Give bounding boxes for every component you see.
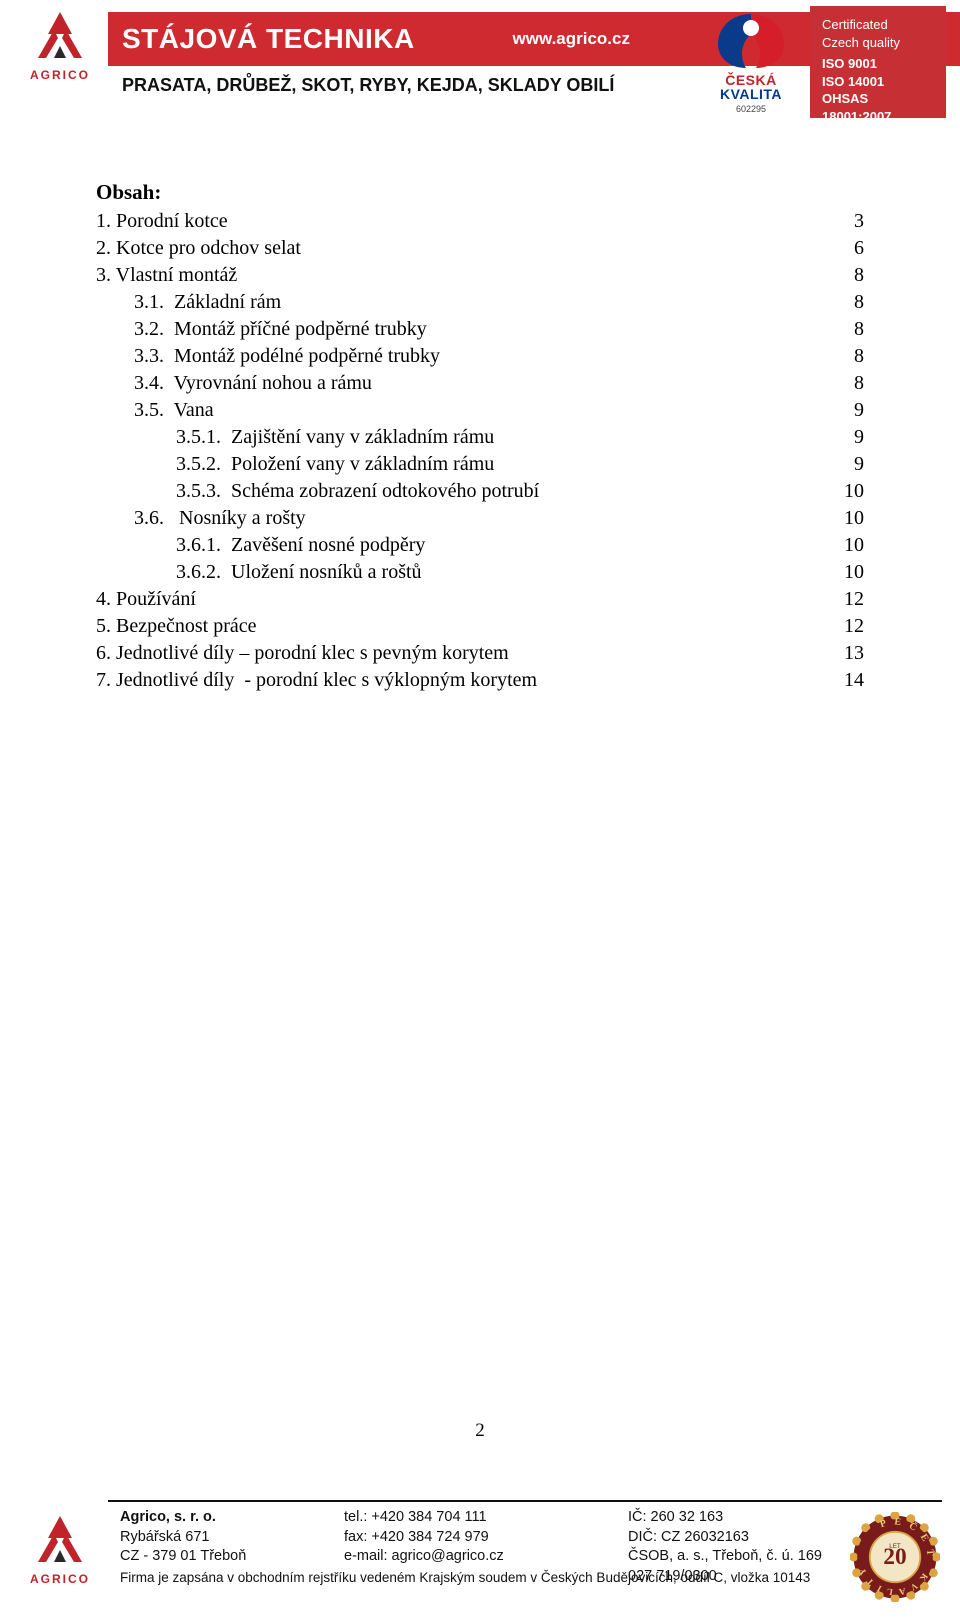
toc-page: 8 <box>854 262 864 289</box>
toc-page: 9 <box>854 397 864 424</box>
brand-logo-icon <box>32 10 88 66</box>
toc-row: 3.6.1. Zavěšení nosné podpěry 10 <box>96 532 864 559</box>
toc-label: 3.2. Montáž příčné podpěrné trubky <box>96 316 427 343</box>
toc-row: 5. Bezpečnost práce 12 <box>96 613 864 640</box>
toc-label: 3.1. Základní rám <box>96 289 281 316</box>
toc-page: 10 <box>844 559 864 586</box>
toc-page: 8 <box>854 289 864 316</box>
toc-row: 4. Používání 12 <box>96 586 864 613</box>
toc-page: 10 <box>844 505 864 532</box>
footer-fax: fax: +420 384 724 979 <box>344 1528 604 1548</box>
toc-row: 3.4. Vyrovnání nohou a rámu 8 <box>96 370 864 397</box>
header-subtitle: PRASATA, DRŮBEŽ, SKOT, RYBY, KEJDA, SKLA… <box>122 75 614 96</box>
toc-label: 3.4. Vyrovnání nohou a rámu <box>96 370 372 397</box>
page-number: 2 <box>0 1420 960 1442</box>
certification-box: Certificated Czech quality ISO 9001 ISO … <box>810 6 946 118</box>
toc-row: 3.6. Nosníky a rošty 10 <box>96 505 864 532</box>
toc-row: 2. Kotce pro odchov selat 6 <box>96 235 864 262</box>
toc-row: 3.5.1. Zajištění vany v základním rámu 9 <box>96 424 864 451</box>
toc-row: 3.5.3. Schéma zobrazení odtokového potru… <box>96 478 864 505</box>
footer-company: Agrico, s. r. o. <box>120 1508 320 1528</box>
toc-label: 3.5.3. Schéma zobrazení odtokového potru… <box>96 478 539 505</box>
toc-page: 12 <box>844 586 864 613</box>
footer-logo-icon <box>32 1514 88 1570</box>
cert-line: OHSAS <box>822 90 934 108</box>
ceska-kvalita-icon <box>714 10 788 70</box>
toc-label: 3.5.1. Zajištění vany v základním rámu <box>96 424 494 451</box>
toc-page: 6 <box>854 235 864 262</box>
toc-label: 2. Kotce pro odchov selat <box>96 235 301 262</box>
toc-page: 10 <box>844 478 864 505</box>
toc-row: 7. Jednotlivé díly - porodní klec s výkl… <box>96 667 864 694</box>
toc-page: 8 <box>854 316 864 343</box>
toc-label: 3. Vlastní montáž <box>96 262 237 289</box>
toc-list: 1. Porodní kotce32. Kotce pro odchov sel… <box>96 208 864 694</box>
seal-let: LET <box>889 1543 901 1550</box>
toc-label: 3.6.1. Zavěšení nosné podpěry <box>96 532 425 559</box>
toc-row: 3. Vlastní montáž 8 <box>96 262 864 289</box>
toc-row: 1. Porodní kotce 3 <box>96 208 864 235</box>
cert-line: 18001:2007 <box>822 108 934 126</box>
toc-label: 3.5.2. Položení vany v základním rámu <box>96 451 494 478</box>
toc-page: 10 <box>844 532 864 559</box>
toc-label: 1. Porodní kotce <box>96 208 228 235</box>
toc-page: 12 <box>844 613 864 640</box>
footer-email: e-mail: agrico@agrico.cz <box>344 1547 604 1567</box>
footer-divider <box>108 1500 942 1502</box>
toc-page: 3 <box>854 208 864 235</box>
quality-seal-icon: P E Č E Ť K V A L I T Y 20 LET <box>850 1512 940 1602</box>
brand-name: AGRICO <box>18 68 102 82</box>
toc-label: 4. Používání <box>96 586 196 613</box>
toc-label: 7. Jednotlivé díly - porodní klec s výkl… <box>96 667 537 694</box>
toc-label: 6. Jednotlivé díly – porodní klec s pevn… <box>96 640 509 667</box>
footer-tel: tel.: +420 384 704 111 <box>344 1508 604 1528</box>
toc-label: 3.3. Montáž podélné podpěrné trubky <box>96 343 440 370</box>
ck-number: 602295 <box>702 104 800 114</box>
toc-label: 3.6. Nosníky a rošty <box>96 505 306 532</box>
page-header: AGRICO STÁJOVÁ TECHNIKA www.agrico.cz PR… <box>0 0 960 128</box>
toc-row: 3.5. Vana 9 <box>96 397 864 424</box>
footer-logo: AGRICO <box>18 1514 102 1586</box>
toc-page: 13 <box>844 640 864 667</box>
toc-row: 3.3. Montáž podélné podpěrné trubky 8 <box>96 343 864 370</box>
toc-heading: Obsah: <box>96 178 864 206</box>
toc-row: 3.6.2. Uložení nosníků a roštů 10 <box>96 559 864 586</box>
toc-label: 3.6.2. Uložení nosníků a roštů <box>96 559 422 586</box>
cert-line: ISO 14001 <box>822 73 934 91</box>
toc-page: 9 <box>854 451 864 478</box>
footer-ic: IČ: 260 32 163 <box>628 1508 840 1528</box>
toc-page: 14 <box>844 667 864 694</box>
toc-label: 5. Bezpečnost práce <box>96 613 256 640</box>
toc-page: 8 <box>854 343 864 370</box>
ceska-kvalita-badge: ČESKÁ KVALITA 602295 <box>702 10 800 114</box>
toc-row: 3.1. Základní rám 8 <box>96 289 864 316</box>
header-title: STÁJOVÁ TECHNIKA <box>122 23 415 55</box>
cert-line: Czech quality <box>822 34 934 52</box>
toc-page: 8 <box>854 370 864 397</box>
footer-addr2: CZ - 379 01 Třeboň <box>120 1547 320 1567</box>
cert-line: ISO 9001 <box>822 55 934 73</box>
footer-brand-name: AGRICO <box>18 1572 102 1586</box>
header-url: www.agrico.cz <box>513 29 630 49</box>
toc-page: 9 <box>854 424 864 451</box>
page-content: Obsah: 1. Porodní kotce32. Kotce pro odc… <box>0 128 960 694</box>
footer-addr1: Rybářská 671 <box>120 1528 320 1548</box>
footer-dic: DIČ: CZ 26032163 <box>628 1528 840 1548</box>
toc-row: 6. Jednotlivé díly – porodní klec s pevn… <box>96 640 864 667</box>
ck-line2: KVALITA <box>702 86 800 102</box>
brand-logo: AGRICO <box>18 10 102 82</box>
page-footer: AGRICO Agrico, s. r. o. Rybářská 671 CZ … <box>0 1500 960 1622</box>
footer-registry: Firma je zapsána v obchodním rejstříku v… <box>120 1570 810 1585</box>
toc-row: 3.2. Montáž příčné podpěrné trubky 8 <box>96 316 864 343</box>
cert-line: Certificated <box>822 16 934 34</box>
toc-row: 3.5.2. Položení vany v základním rámu 9 <box>96 451 864 478</box>
toc-label: 3.5. Vana <box>96 397 214 424</box>
